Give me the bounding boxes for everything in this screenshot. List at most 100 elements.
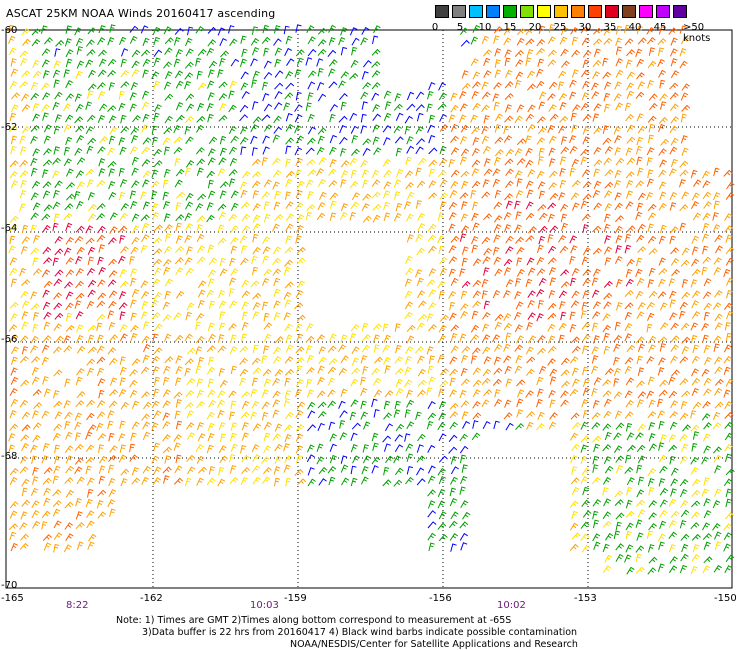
wind-barb bbox=[349, 157, 358, 166]
wind-barb bbox=[591, 91, 600, 99]
wind-barb bbox=[471, 90, 479, 100]
wind-barb bbox=[395, 202, 403, 212]
wind-barb bbox=[703, 311, 710, 321]
wind-barb bbox=[151, 169, 159, 178]
wind-barb bbox=[285, 344, 294, 353]
wind-barb bbox=[404, 125, 411, 135]
wind-barb bbox=[383, 190, 391, 199]
wind-barb bbox=[450, 476, 458, 485]
wind-barb bbox=[129, 379, 138, 388]
wind-barb bbox=[438, 245, 445, 255]
wind-barb bbox=[538, 147, 545, 157]
wind-barb bbox=[647, 376, 655, 385]
scale-swatch bbox=[656, 5, 670, 18]
wind-barb bbox=[196, 256, 206, 264]
wind-barb bbox=[350, 59, 359, 68]
wind-barb bbox=[692, 544, 700, 553]
wind-barb bbox=[406, 421, 415, 430]
wind-barb bbox=[175, 102, 184, 111]
wind-barb bbox=[472, 279, 482, 288]
wind-barb bbox=[96, 212, 106, 221]
wind-barb bbox=[96, 411, 106, 419]
wind-barb bbox=[616, 302, 623, 311]
wind-barb bbox=[19, 203, 27, 212]
wind-barb bbox=[285, 201, 294, 209]
wind-barb bbox=[208, 136, 218, 145]
wind-barb bbox=[547, 93, 556, 101]
wind-barb bbox=[481, 91, 491, 100]
wind-barb bbox=[602, 543, 610, 553]
wind-barb bbox=[439, 379, 449, 387]
wind-barb bbox=[615, 102, 623, 111]
wind-barb bbox=[263, 201, 271, 210]
wind-barb bbox=[592, 498, 602, 507]
wind-barb bbox=[252, 367, 262, 375]
wind-barb bbox=[206, 444, 214, 454]
wind-barb bbox=[691, 478, 701, 487]
wind-barb bbox=[241, 466, 251, 475]
wind-barb bbox=[97, 82, 106, 90]
wind-barb bbox=[690, 456, 699, 465]
wind-barb bbox=[669, 312, 677, 321]
wind-barb bbox=[53, 520, 62, 529]
wind-barb bbox=[340, 179, 347, 188]
wind-barb bbox=[285, 213, 295, 222]
wind-barb bbox=[272, 157, 281, 166]
wind-barb bbox=[382, 479, 392, 487]
wind-barb bbox=[503, 27, 513, 36]
wind-barb bbox=[658, 69, 666, 78]
wind-barb bbox=[615, 58, 623, 67]
wind-barb bbox=[481, 125, 489, 135]
wind-barb bbox=[361, 344, 371, 353]
wind-barb bbox=[153, 57, 161, 66]
wind-barb bbox=[493, 367, 503, 375]
wind-barb bbox=[107, 310, 115, 319]
wind-barb bbox=[570, 112, 577, 122]
wind-barb bbox=[351, 367, 361, 375]
wind-barb bbox=[493, 256, 502, 265]
wind-barb bbox=[626, 566, 635, 575]
wind-barb bbox=[657, 291, 667, 299]
wind-barb bbox=[659, 487, 669, 496]
wind-barb bbox=[559, 179, 567, 189]
wind-barb bbox=[702, 212, 711, 221]
wind-barb bbox=[230, 365, 238, 375]
wind-barb bbox=[295, 157, 303, 167]
wind-barb bbox=[602, 487, 609, 496]
wind-barb bbox=[285, 477, 292, 487]
wind-barb bbox=[482, 334, 491, 343]
wind-barb bbox=[593, 38, 603, 46]
wind-barb bbox=[448, 201, 457, 210]
wind-barb bbox=[461, 280, 471, 289]
wind-barb bbox=[63, 146, 71, 156]
wind-barb bbox=[604, 431, 612, 441]
wind-barb bbox=[613, 432, 622, 441]
wind-barb bbox=[438, 82, 446, 91]
wind-barb bbox=[549, 192, 559, 201]
wind-barb bbox=[723, 532, 732, 541]
scale-label: 35 bbox=[603, 22, 617, 33]
wind-barb bbox=[547, 245, 557, 254]
wind-barb bbox=[295, 224, 304, 233]
wind-barb bbox=[516, 257, 523, 266]
wind-barb bbox=[339, 125, 347, 134]
wind-barb bbox=[723, 268, 731, 278]
wind-barb bbox=[691, 310, 701, 319]
wind-barb bbox=[164, 146, 170, 155]
wind-barb bbox=[692, 431, 700, 440]
wind-barb bbox=[536, 170, 545, 179]
wind-barb bbox=[65, 222, 73, 232]
wind-barb bbox=[87, 27, 97, 35]
wind-barb bbox=[483, 115, 490, 124]
wind-barb bbox=[129, 103, 137, 112]
wind-barb bbox=[527, 267, 536, 276]
wind-barb bbox=[724, 401, 733, 410]
wind-barb bbox=[613, 378, 620, 387]
wind-barb bbox=[207, 39, 217, 47]
wind-barb bbox=[570, 477, 580, 485]
wind-barb bbox=[636, 444, 646, 453]
wind-barb bbox=[625, 530, 632, 540]
wind-barb bbox=[559, 245, 569, 254]
wind-barb bbox=[624, 102, 632, 112]
wind-barb bbox=[262, 236, 271, 245]
